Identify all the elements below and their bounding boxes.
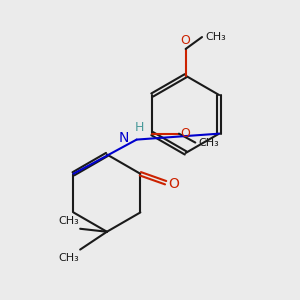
Text: O: O — [169, 177, 179, 191]
Text: N: N — [119, 131, 129, 145]
Text: CH₃: CH₃ — [58, 253, 79, 262]
Text: O: O — [180, 127, 190, 140]
Text: H: H — [135, 121, 145, 134]
Text: CH₃: CH₃ — [58, 216, 79, 226]
Text: CH₃: CH₃ — [205, 32, 226, 42]
Text: O: O — [181, 34, 190, 47]
Text: CH₃: CH₃ — [198, 138, 219, 148]
